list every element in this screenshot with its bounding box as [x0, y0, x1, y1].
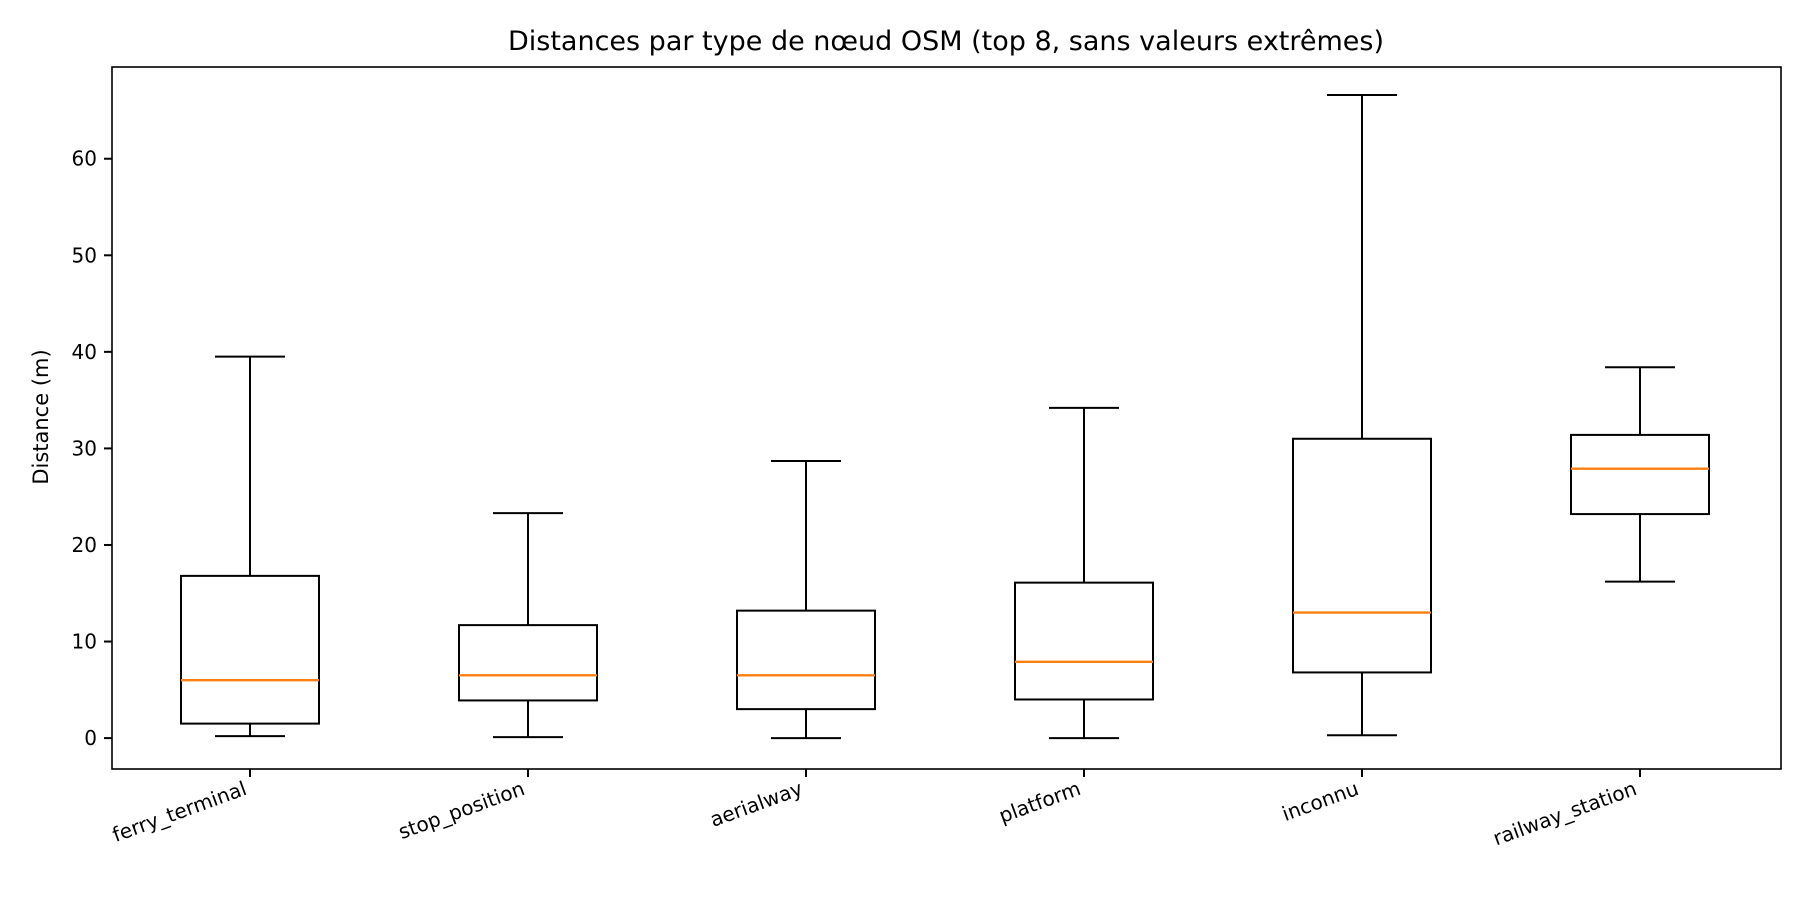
y-tick-label-40: 40: [72, 340, 97, 364]
x-tick-label-stop_position: stop_position: [395, 776, 528, 844]
x-tick-label-railway_station: railway_station: [1490, 776, 1640, 850]
boxes-layer: [180, 94, 1710, 740]
plot-frame: [111, 66, 1782, 770]
x-tick-label-ferry_terminal: ferry_terminal: [109, 776, 250, 847]
x-tick-label-platform: platform: [996, 776, 1084, 828]
chart-title: Distances par type de nœud OSM (top 8, s…: [508, 26, 1384, 57]
box-group-railway_station: [1570, 366, 1710, 583]
y-tick-label-60: 60: [72, 147, 97, 171]
y-tick-label-50: 50: [72, 243, 97, 267]
y-tick-label-10: 10: [72, 630, 97, 654]
y-tick-label-0: 0: [84, 726, 97, 750]
y-axis: 0 10 20 30 40 50 60: [72, 147, 112, 750]
iqr-box: [1292, 437, 1432, 674]
x-tick-label-inconnu: inconnu: [1279, 776, 1362, 826]
iqr-box: [180, 574, 320, 725]
box-group-aerialway: [736, 459, 876, 740]
y-axis-label: Distance (m): [29, 349, 53, 484]
iqr-box: [1570, 433, 1710, 516]
x-axis: ferry_terminal stop_position aerialway plat…: [109, 769, 1641, 850]
iqr-box: [736, 609, 876, 711]
box-group-inconnu: [1292, 94, 1432, 737]
box-group-ferry_terminal: [180, 355, 320, 738]
box-group-platform: [1014, 406, 1154, 740]
box-group-stop_position: [458, 512, 598, 739]
iqr-box: [458, 624, 598, 702]
x-tick-label-aerialway: aerialway: [707, 776, 806, 832]
iqr-box: [1014, 581, 1154, 701]
y-tick-label-30: 30: [72, 436, 97, 460]
y-tick-label-20: 20: [72, 533, 97, 557]
